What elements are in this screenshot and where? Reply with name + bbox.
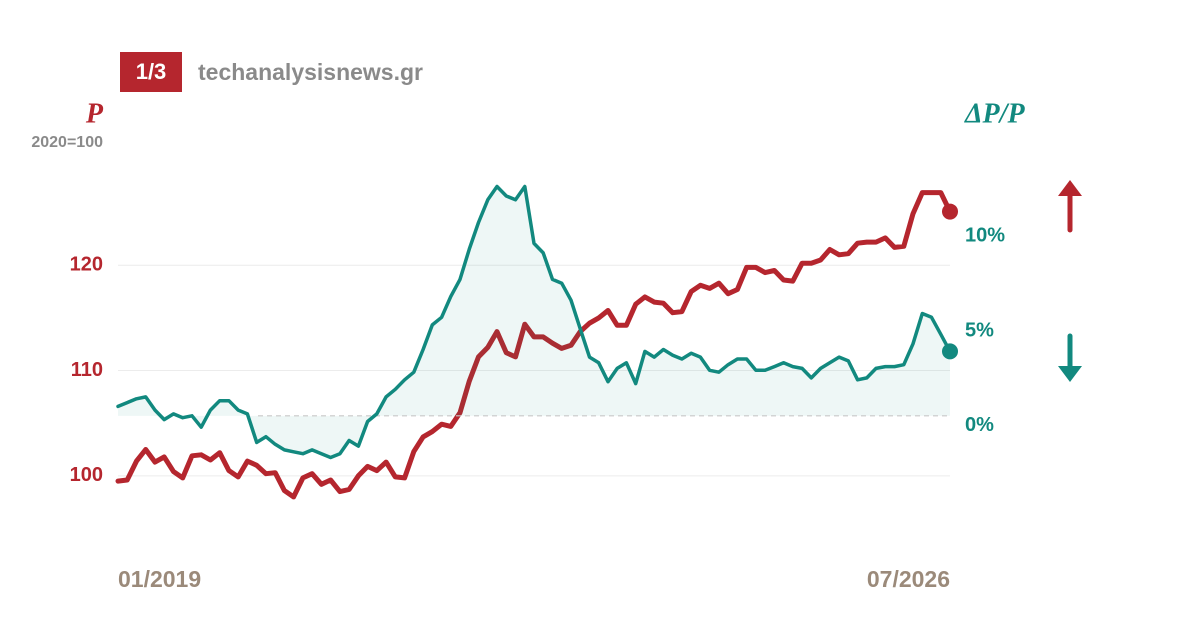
line [116,184,952,460]
down-arrow [1058,333,1082,382]
end-point [942,203,958,220]
y2-tick-label: 5% [965,319,994,341]
y-tick-label: 100 [70,464,103,486]
y2-tick-label: 0% [965,414,994,436]
y-axis-title: P [85,98,104,129]
up-arrow [1058,180,1082,233]
badge-box [120,52,182,92]
area [118,186,950,458]
x-tick-label: 01/2019 [118,566,201,592]
end-point [942,343,958,360]
line [115,190,953,500]
y-tick-label: 120 [70,254,103,276]
y2-axis-title: ΔP/P [964,98,1025,129]
source: techanalysisnews.gr [198,59,423,85]
x-tick-label: 07/2026 [867,566,950,592]
y-tick-label: 110 [71,359,103,381]
badge: 1/3 [136,59,167,84]
y2-tick-label: 10% [965,225,1005,247]
y-axis-note: 2020=100 [31,134,103,151]
